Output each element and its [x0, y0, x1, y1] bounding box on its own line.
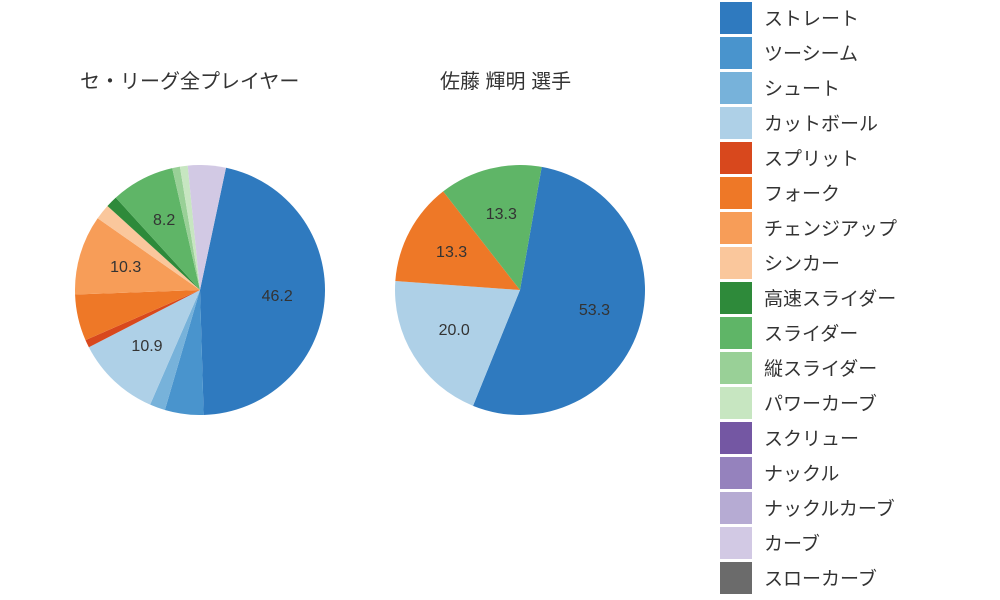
legend-item: 高速スライダー: [720, 280, 990, 315]
pie-chart-player: 53.320.013.313.3: [395, 165, 645, 415]
legend-item: スライダー: [720, 315, 990, 350]
legend-swatch: [720, 72, 752, 104]
chart-stage: セ・リーグ全プレイヤー 佐藤 輝明 選手 46.210.910.38.2 53.…: [0, 0, 1000, 600]
legend-label: スクリュー: [764, 424, 859, 451]
legend-label: ツーシーム: [764, 39, 858, 66]
legend-item: チェンジアップ: [720, 210, 990, 245]
legend-label: ナックル: [764, 459, 839, 486]
legend-label: ストレート: [764, 4, 859, 31]
legend-label: スローカーブ: [764, 564, 877, 591]
chart1-title: セ・リーグ全プレイヤー: [80, 65, 299, 94]
legend-item: シンカー: [720, 245, 990, 280]
legend: ストレートツーシームシュートカットボールスプリットフォークチェンジアップシンカー…: [720, 0, 990, 595]
legend-item: シュート: [720, 70, 990, 105]
legend-item: ナックルカーブ: [720, 490, 990, 525]
legend-item: 縦スライダー: [720, 350, 990, 385]
legend-swatch: [720, 177, 752, 209]
legend-label: フォーク: [764, 179, 840, 206]
legend-swatch: [720, 107, 752, 139]
legend-item: スクリュー: [720, 420, 990, 455]
legend-label: カットボール: [764, 109, 878, 136]
legend-item: スプリット: [720, 140, 990, 175]
legend-item: ストレート: [720, 0, 990, 35]
legend-label: スライダー: [764, 319, 858, 346]
legend-swatch: [720, 37, 752, 69]
pie-slice: [200, 168, 325, 415]
legend-swatch: [720, 492, 752, 524]
legend-label: スプリット: [764, 144, 859, 171]
legend-swatch: [720, 527, 752, 559]
legend-label: シンカー: [764, 249, 840, 276]
legend-item: ナックル: [720, 455, 990, 490]
legend-swatch: [720, 387, 752, 419]
legend-swatch: [720, 247, 752, 279]
legend-swatch: [720, 422, 752, 454]
legend-label: 縦スライダー: [764, 354, 877, 381]
legend-swatch: [720, 562, 752, 594]
legend-label: 高速スライダー: [764, 284, 896, 311]
legend-swatch: [720, 457, 752, 489]
legend-label: カーブ: [764, 529, 820, 556]
chart2-title: 佐藤 輝明 選手: [440, 65, 571, 94]
legend-item: ツーシーム: [720, 35, 990, 70]
legend-swatch: [720, 352, 752, 384]
legend-item: フォーク: [720, 175, 990, 210]
legend-item: パワーカーブ: [720, 385, 990, 420]
legend-item: カットボール: [720, 105, 990, 140]
legend-label: ナックルカーブ: [764, 494, 895, 521]
legend-swatch: [720, 282, 752, 314]
legend-item: カーブ: [720, 525, 990, 560]
legend-label: チェンジアップ: [764, 214, 897, 241]
legend-swatch: [720, 317, 752, 349]
legend-swatch: [720, 212, 752, 244]
legend-swatch: [720, 2, 752, 34]
legend-label: パワーカーブ: [764, 389, 877, 416]
legend-label: シュート: [764, 74, 840, 101]
legend-swatch: [720, 142, 752, 174]
pie-chart-league: 46.210.910.38.2: [75, 165, 325, 415]
legend-item: スローカーブ: [720, 560, 990, 595]
